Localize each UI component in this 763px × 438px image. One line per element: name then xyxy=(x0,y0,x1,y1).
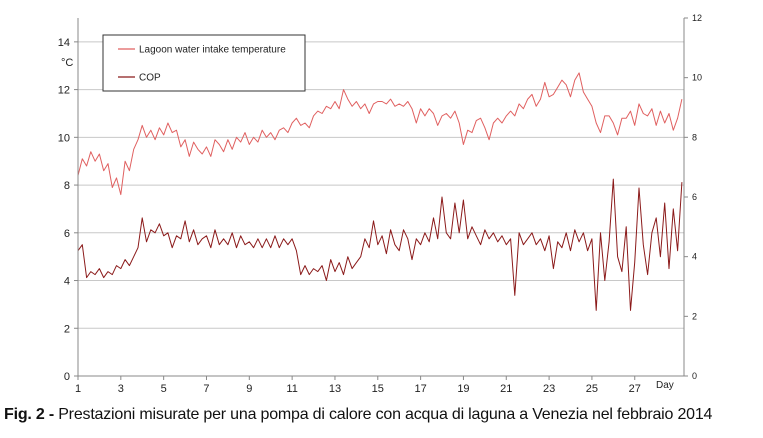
cop-series-line xyxy=(77,178,683,311)
x-tick-label: 15 xyxy=(372,383,384,395)
right-tick-label: 4 xyxy=(692,252,697,262)
x-tick-label: 21 xyxy=(500,383,512,395)
left-tick-label: 10 xyxy=(58,132,70,144)
x-tick-label: 3 xyxy=(118,383,124,395)
x-axis-label: Day xyxy=(656,380,674,391)
left-tick-label: 12 xyxy=(58,85,70,97)
x-tick-label: 1 xyxy=(75,383,81,395)
x-tick-label: 7 xyxy=(203,383,209,395)
x-tick-label: 27 xyxy=(629,383,641,395)
legend: Lagoon water intake temperature COP xyxy=(102,34,306,92)
x-tick-label: 19 xyxy=(457,383,469,395)
legend-box xyxy=(102,34,306,92)
left-tick-label: 14 xyxy=(58,37,70,49)
x-tick-label: 5 xyxy=(161,383,167,395)
temperature-series-line xyxy=(77,72,683,196)
right-tick-label: 6 xyxy=(692,192,697,202)
left-tick-label: 6 xyxy=(64,228,70,240)
x-tick-label: 23 xyxy=(543,383,555,395)
left-axis-ticks: 0 2 4 6 8 10 12 14 xyxy=(58,37,78,383)
x-tick-label: 25 xyxy=(586,383,598,395)
left-tick-label: 4 xyxy=(64,276,70,288)
right-tick-label: 12 xyxy=(692,13,702,23)
x-tick-label: 13 xyxy=(329,383,341,395)
legend-label-cop: COP xyxy=(139,73,161,84)
left-tick-label: 0 xyxy=(64,371,70,383)
x-tick-label: 11 xyxy=(286,383,297,395)
legend-label-temperature: Lagoon water intake temperature xyxy=(139,45,286,56)
x-tick-label: 17 xyxy=(414,383,426,395)
series-layer xyxy=(77,72,683,311)
figure-caption: Fig. 2 - Prestazioni misurate per una po… xyxy=(4,406,759,424)
figure-caption-text: Prestazioni misurate per una pompa di ca… xyxy=(53,406,713,423)
right-tick-label: 8 xyxy=(692,132,697,142)
x-axis-ticks: 1 3 5 7 9 11 13 15 17 19 21 23 25 27 xyxy=(75,376,641,395)
right-axis-ticks: 0 2 4 6 8 10 12 xyxy=(684,13,702,381)
left-tick-label: 8 xyxy=(64,180,70,192)
x-tick-label: 9 xyxy=(246,383,252,395)
right-tick-label: 10 xyxy=(692,73,702,83)
left-axis-unit-label: °C xyxy=(61,57,73,69)
left-tick-label: 2 xyxy=(64,323,70,335)
right-tick-label: 2 xyxy=(692,311,697,321)
right-tick-label: 0 xyxy=(692,371,697,381)
figure-caption-label: Fig. 2 - xyxy=(4,406,54,423)
